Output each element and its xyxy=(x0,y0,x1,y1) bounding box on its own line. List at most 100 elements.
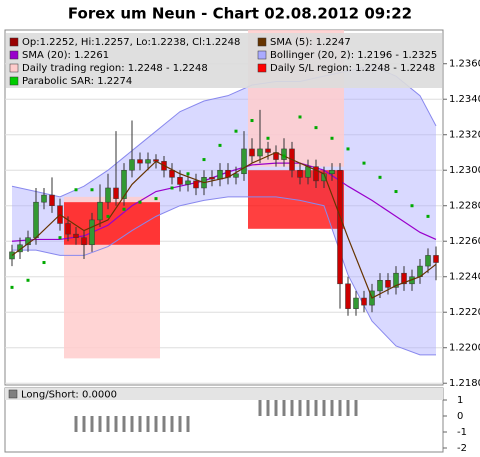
indicator-label: Long/Short: 0.0000 xyxy=(21,390,117,401)
candle-body xyxy=(105,187,111,203)
legend-label: Daily S/L region: 1.2248 - 1.2248 xyxy=(270,63,435,74)
sar-dot xyxy=(58,236,62,240)
candle-body xyxy=(249,148,255,157)
candle-body xyxy=(177,177,183,185)
candle-body xyxy=(137,159,143,164)
indicator-bar xyxy=(258,400,262,416)
y-tick-label: 1.2200 xyxy=(449,343,480,354)
legend-label: Daily trading region: 1.2248 - 1.2248 xyxy=(22,63,208,74)
legend-swatch xyxy=(257,37,267,47)
sar-dot xyxy=(298,115,302,119)
candle-body xyxy=(329,169,335,175)
sar-dot xyxy=(394,190,398,194)
candle-body xyxy=(145,159,151,164)
candle-body xyxy=(209,177,215,180)
candle-body xyxy=(305,166,311,178)
sar-dot xyxy=(186,172,190,176)
indicator-bar xyxy=(154,416,158,432)
candle-body xyxy=(193,180,199,189)
indicator-bar xyxy=(114,416,118,432)
candle-body xyxy=(353,297,359,309)
y-tick-label: 1.2280 xyxy=(449,201,480,212)
y-tick-label: 1.2180 xyxy=(449,378,480,389)
candle-body xyxy=(81,237,87,246)
sar-dot xyxy=(170,186,174,190)
candle-body xyxy=(73,233,79,238)
candle-body xyxy=(49,194,55,206)
y-tick-label: 1.2240 xyxy=(449,272,480,283)
candle-body xyxy=(377,280,383,292)
candle-body xyxy=(169,169,175,178)
sar-dot xyxy=(202,158,206,162)
sar-dot xyxy=(234,129,238,133)
sar-dot xyxy=(74,188,78,192)
sar-dot xyxy=(90,188,94,192)
indicator-bar xyxy=(330,400,334,416)
sar-dot xyxy=(138,200,142,204)
sar-dot xyxy=(378,175,382,179)
sar-dot xyxy=(10,285,14,289)
candle-body xyxy=(265,148,271,153)
indicator-bar xyxy=(74,416,78,432)
candle-body xyxy=(33,201,39,238)
indicator-bar xyxy=(282,400,286,416)
indicator-y-tick-label: 1 xyxy=(457,395,463,406)
indicator-legend-band xyxy=(5,388,443,400)
indicator-bar xyxy=(138,416,142,432)
legend-swatch xyxy=(9,76,19,86)
indicator-bar xyxy=(82,416,86,432)
legend-swatch xyxy=(257,63,267,73)
indicator-bar xyxy=(122,416,126,432)
indicator-bar xyxy=(146,416,150,432)
sar-dot xyxy=(314,126,318,130)
candle-body xyxy=(425,255,431,267)
y-tick-label: 1.2300 xyxy=(449,165,480,176)
legend-swatch xyxy=(9,63,19,73)
indicator-bar xyxy=(314,400,318,416)
sar-dot xyxy=(330,136,334,140)
legend-label: Parabolic SAR: 1.2274 xyxy=(22,76,132,87)
candle-body xyxy=(257,148,263,157)
y-tick-label: 1.2220 xyxy=(449,307,480,318)
indicator-y-tick-label: -2 xyxy=(457,443,467,454)
candle-body xyxy=(345,283,351,309)
candle-body xyxy=(233,173,239,178)
indicator-bar xyxy=(322,400,326,416)
legend-label: SMA (5): 1.2247 xyxy=(270,37,351,48)
legend: Op:1.2252, Hi:1.2257, Lo:1.2238, Cl:1.22… xyxy=(6,33,442,88)
sar-dot xyxy=(154,197,158,201)
legend-box xyxy=(6,33,442,88)
legend-label: Op:1.2252, Hi:1.2257, Lo:1.2238, Cl:1.22… xyxy=(22,37,240,48)
y-tick-label: 1.2360 xyxy=(449,59,480,70)
indicator-bar xyxy=(290,400,294,416)
indicator-bar xyxy=(98,416,102,432)
candle-body xyxy=(41,194,47,203)
candle-body xyxy=(185,180,191,185)
sar-dot xyxy=(282,154,286,158)
sar-dot xyxy=(410,204,414,208)
indicator-bar xyxy=(306,400,310,416)
indicator-bar xyxy=(170,416,174,432)
candle-body xyxy=(433,255,439,263)
sar-dot xyxy=(250,119,254,123)
indicator-y-tick-label: 0 xyxy=(457,411,463,422)
candle-body xyxy=(337,169,343,285)
legend-swatch xyxy=(257,50,267,60)
indicator-bar xyxy=(90,416,94,432)
sar-dot xyxy=(122,207,126,211)
indicator-y-tick-label: -1 xyxy=(457,427,467,438)
indicator-bar xyxy=(346,400,350,416)
indicator-bar xyxy=(298,400,302,416)
indicator-bar xyxy=(274,400,278,416)
indicator-bar xyxy=(162,416,166,432)
candle-body xyxy=(393,272,399,288)
indicator-swatch xyxy=(8,389,18,399)
candle-body xyxy=(401,272,407,285)
sl-region xyxy=(64,202,160,245)
indicator-bar xyxy=(338,400,342,416)
candle-body xyxy=(241,148,247,175)
y-tick-label: 1.2320 xyxy=(449,130,480,141)
indicator-bar xyxy=(354,400,358,416)
candle-body xyxy=(65,223,71,235)
candle-body xyxy=(97,201,103,221)
